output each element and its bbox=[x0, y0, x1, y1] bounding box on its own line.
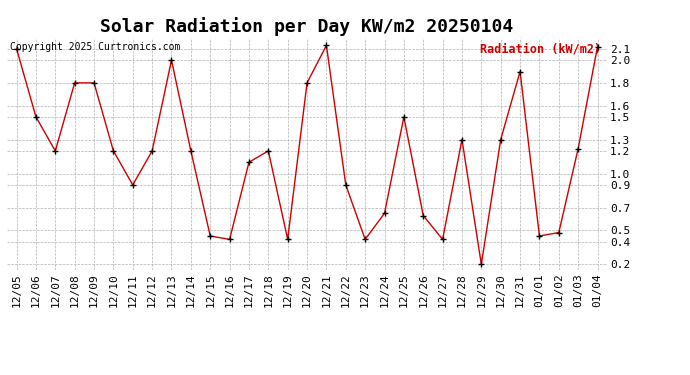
Text: Radiation (kW/m2): Radiation (kW/m2) bbox=[480, 42, 601, 55]
Title: Solar Radiation per Day KW/m2 20250104: Solar Radiation per Day KW/m2 20250104 bbox=[101, 17, 513, 36]
Text: Copyright 2025 Curtronics.com: Copyright 2025 Curtronics.com bbox=[10, 42, 180, 52]
